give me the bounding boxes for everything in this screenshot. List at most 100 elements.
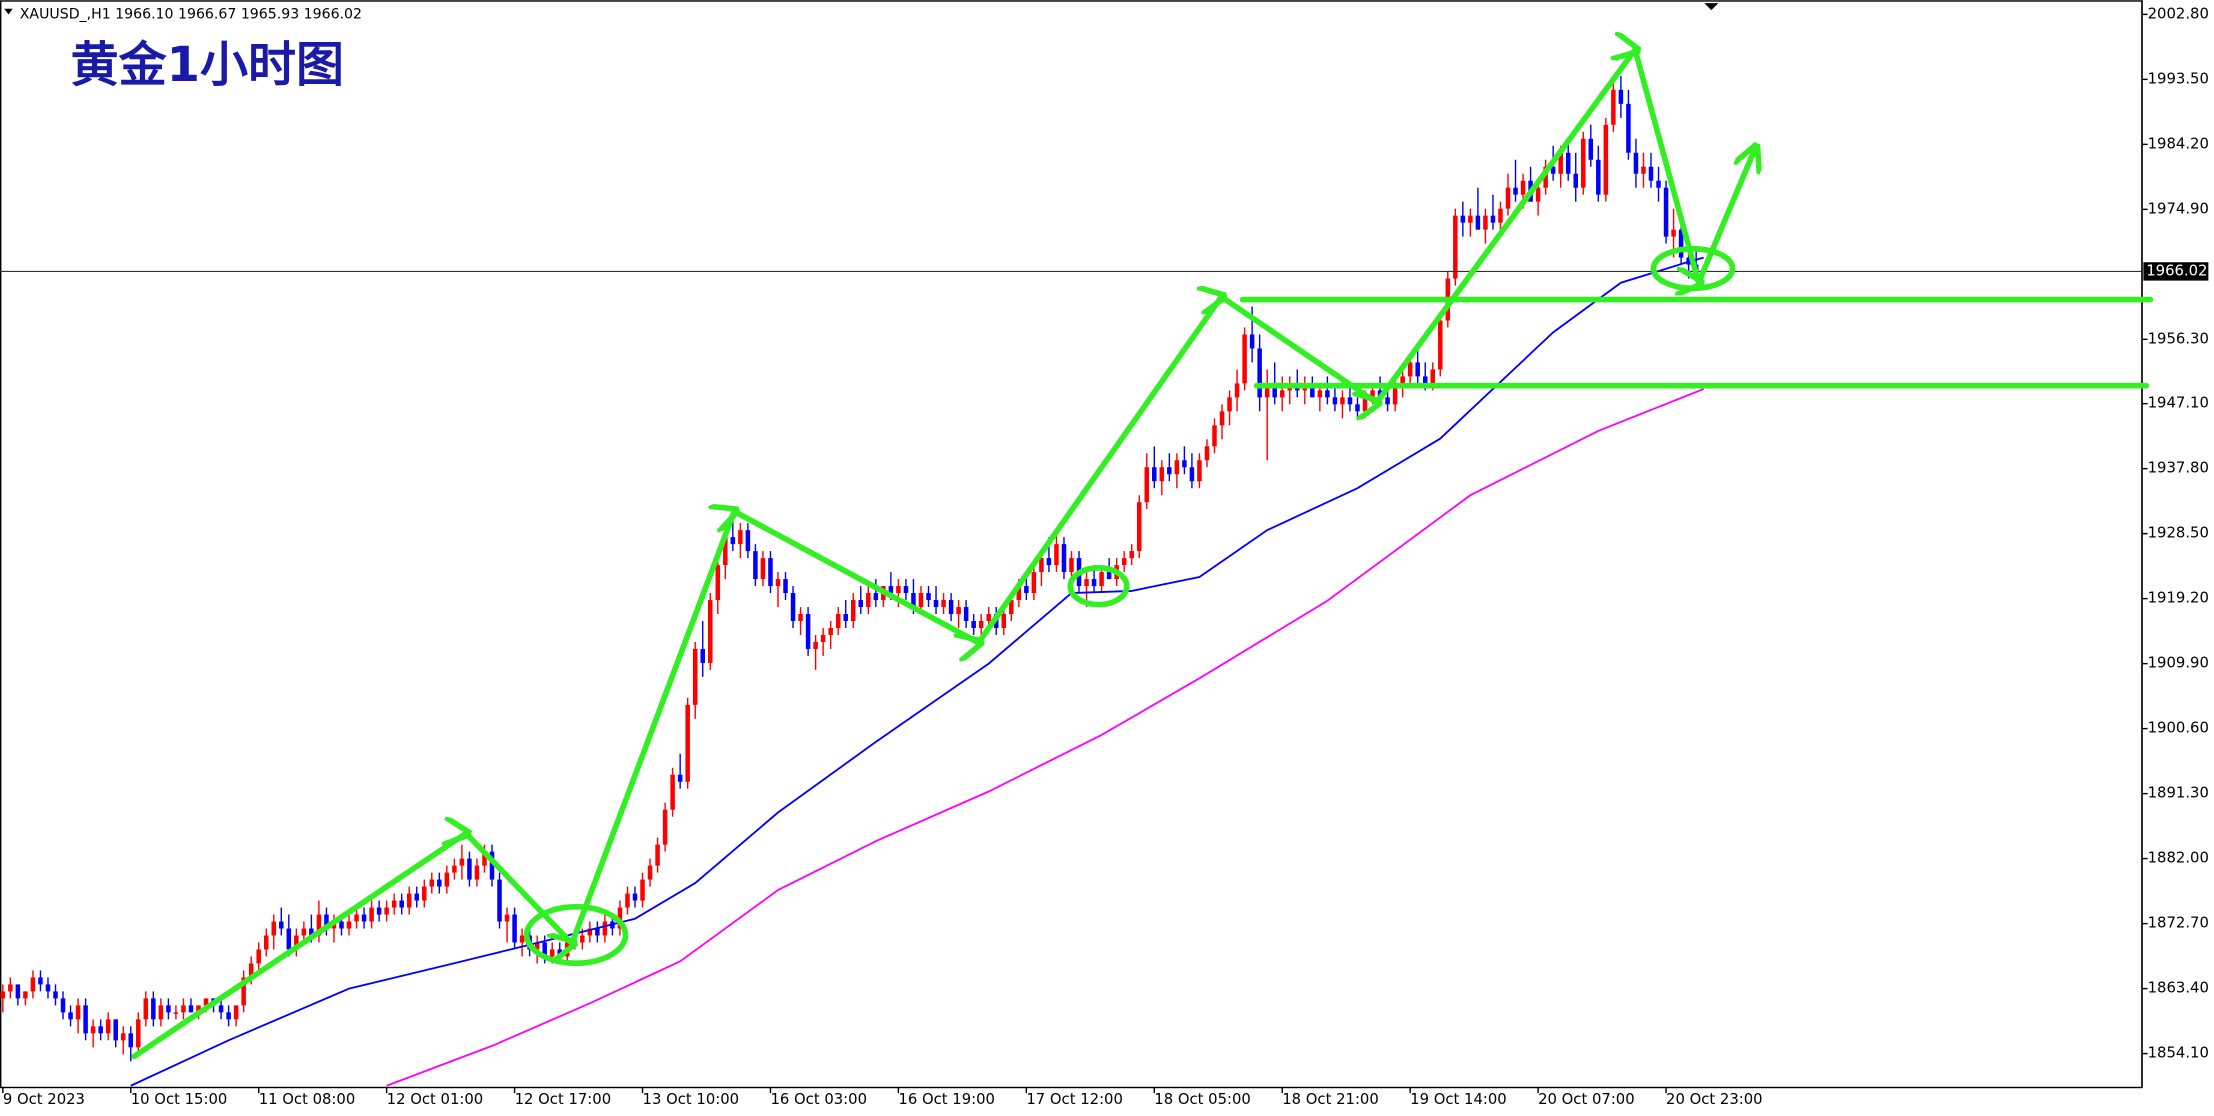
y-tick-label: 1937.80 [2148, 460, 2209, 477]
candle-body [805, 614, 811, 649]
candle-body [188, 1005, 194, 1013]
candle-body [1565, 152, 1571, 174]
candle-body [820, 634, 826, 642]
y-tick-label: 1974.90 [2148, 200, 2209, 217]
candle-body [655, 844, 660, 866]
candle-body [1453, 215, 1458, 279]
candle-body [933, 600, 939, 608]
candle-body [730, 537, 736, 545]
y-tick-label: 1956.30 [2148, 330, 2209, 347]
candle-body [437, 879, 442, 887]
candle-body [941, 600, 946, 608]
candle-body [45, 984, 51, 992]
y-tick-label: 1947.10 [2148, 395, 2209, 412]
candle-body [926, 593, 931, 601]
x-tick-label: 12 Oct 17:00 [515, 1091, 612, 1108]
candle-body [361, 914, 367, 922]
candle-body [1407, 362, 1413, 377]
candle-body [241, 977, 246, 1006]
candle-body [1084, 579, 1089, 587]
candle-body [557, 949, 563, 957]
candle-body [519, 935, 525, 943]
candle-body [391, 900, 397, 908]
candle-body [1596, 159, 1601, 195]
x-tick-label: 9 Oct 2023 [3, 1091, 85, 1108]
candle-body [1167, 467, 1172, 475]
candle-body [685, 704, 690, 782]
candle-body [632, 893, 638, 901]
candle-body [1174, 460, 1180, 475]
candle-body [128, 1033, 134, 1048]
candle-body [38, 977, 43, 985]
candle-body [715, 565, 721, 601]
candle-body [399, 900, 404, 908]
candle-body [843, 614, 848, 622]
candle-body [467, 858, 472, 880]
candle-body [324, 914, 329, 929]
x-tick-label: 16 Oct 19:00 [898, 1091, 995, 1108]
candle-body [1430, 369, 1436, 384]
x-tick-label: 18 Oct 05:00 [1154, 1091, 1251, 1108]
candle-body [1460, 215, 1466, 223]
symbol-header: XAUUSD_,H1 1966.10 1966.67 1965.93 1966.… [20, 6, 362, 22]
candle-body [858, 600, 864, 608]
candle-body [23, 991, 28, 999]
candle-body [0, 991, 6, 999]
candle-body [775, 579, 781, 587]
candle-body [271, 921, 277, 936]
candle-body [279, 921, 284, 929]
candle-body [203, 998, 209, 1006]
y-tick-label: 1984.20 [2148, 135, 2209, 152]
candle-body [580, 935, 585, 943]
candle-body [738, 530, 743, 545]
candle-body [226, 1012, 231, 1020]
annotations [131, 50, 2154, 1060]
candle-body [1242, 334, 1247, 384]
candle-body [1046, 558, 1052, 566]
candle-body [120, 1033, 126, 1041]
candle-body [1633, 152, 1639, 174]
y-tick-label: 1909.90 [2148, 655, 2209, 672]
y-tick-label: 1882.00 [2148, 850, 2209, 867]
x-tick-label: 20 Oct 23:00 [1666, 1091, 1763, 1108]
candle-body [429, 879, 435, 887]
candle-body [1498, 208, 1503, 223]
candle-body [263, 935, 269, 950]
candle-body [1468, 215, 1473, 223]
candle-body [1001, 614, 1007, 628]
candle-body [339, 921, 344, 929]
candle-body [504, 914, 510, 922]
candle-body [1317, 390, 1323, 398]
candle-body [956, 607, 961, 615]
candle-body [248, 963, 254, 978]
x-tick-label: 13 Oct 10:00 [643, 1091, 740, 1108]
candle-body [30, 977, 36, 992]
candle-body [173, 1012, 179, 1014]
candle-body [1024, 586, 1029, 594]
candle-body [1671, 229, 1676, 237]
candle-body [1641, 166, 1646, 174]
candle-body [1355, 404, 1360, 412]
candle-body [90, 1026, 96, 1034]
candle-body [354, 914, 359, 922]
y-tick-label: 2002.80 [2148, 5, 2209, 22]
candle-body [256, 949, 261, 964]
candle-body [233, 1005, 239, 1020]
candle-body [1422, 376, 1428, 384]
candle-body [1212, 425, 1217, 447]
candle-body [1573, 173, 1578, 188]
candle-body [1099, 572, 1104, 587]
candle-body [1438, 320, 1443, 370]
candle-body [1121, 558, 1127, 566]
candle-body [707, 600, 713, 663]
candle-body [1227, 397, 1232, 412]
candle-body [136, 1019, 141, 1048]
candle-body [1362, 397, 1368, 412]
candle-body [512, 914, 517, 943]
candle-body [53, 991, 58, 999]
candle-body [166, 1005, 171, 1013]
candle-body [602, 921, 608, 936]
candle-body [866, 593, 871, 608]
x-tick-label: 10 Oct 15:00 [131, 1091, 228, 1108]
